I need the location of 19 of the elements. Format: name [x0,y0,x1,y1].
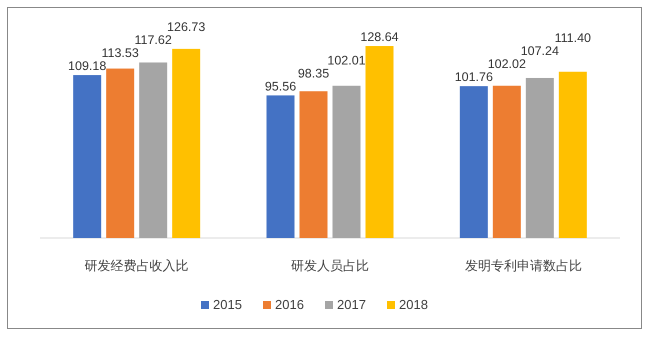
data-label: 126.73 [167,20,206,34]
x-tick-label: 研发人员占比 [291,258,369,273]
x-tick-label: 发明专利申请数占比 [464,258,582,273]
x-tick-label: 研发经费占收入比 [84,258,189,273]
data-label: 111.40 [554,31,592,46]
data-label: 117.62 [134,33,172,48]
data-label: 101.76 [454,70,493,84]
data-label: 98.35 [298,66,330,80]
data-label: 102.02 [488,57,526,72]
data-label: 109.18 [68,59,106,74]
legend-label: 2018 [399,297,428,312]
legend-label: 2015 [213,297,242,312]
data-label: 95.56 [264,79,296,94]
legend-label: 2017 [337,297,366,312]
data-label: 102.01 [327,53,366,68]
legend-label: 2016 [275,297,304,312]
data-label: 113.53 [102,46,139,60]
data-label: 128.64 [360,30,399,44]
data-label: 107.24 [520,44,559,58]
